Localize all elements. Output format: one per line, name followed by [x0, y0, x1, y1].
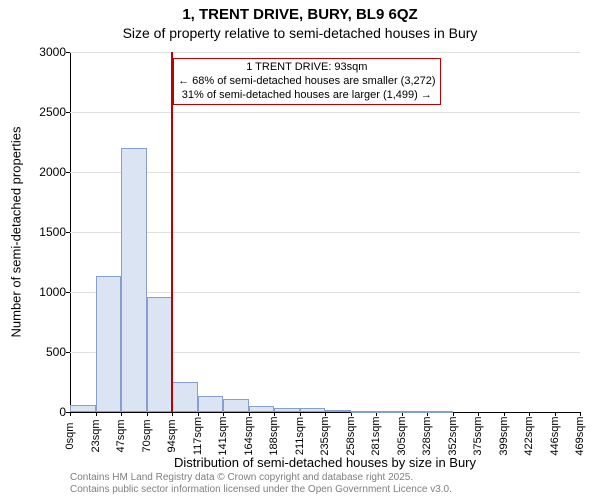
- histogram-bar: [172, 382, 198, 412]
- y-tick-mark: [66, 112, 70, 113]
- x-tick-mark: [504, 412, 505, 416]
- histogram-bar: [70, 405, 96, 412]
- histogram-bar: [121, 148, 147, 412]
- x-tick-mark: [198, 412, 199, 416]
- chart-title: 1, TRENT DRIVE, BURY, BL9 6QZ: [0, 0, 600, 23]
- x-tick-mark: [223, 412, 224, 416]
- marker-line: [171, 52, 173, 412]
- histogram-bar: [249, 406, 275, 412]
- x-tick-mark: [453, 412, 454, 416]
- x-tick-label: 422sqm: [523, 416, 535, 455]
- x-tick-mark: [529, 412, 530, 416]
- x-tick-label: 141sqm: [217, 416, 229, 455]
- histogram-bar: [402, 411, 428, 413]
- y-tick-label: 2500: [36, 105, 66, 119]
- x-tick-label: 0sqm: [64, 423, 76, 450]
- footer-attribution: Contains HM Land Registry data © Crown c…: [70, 472, 452, 496]
- x-tick-mark: [70, 412, 71, 416]
- x-tick-mark: [121, 412, 122, 416]
- x-tick-label: 446sqm: [549, 416, 561, 455]
- x-tick-mark: [300, 412, 301, 416]
- x-tick-label: 47sqm: [115, 419, 127, 452]
- y-tick-mark: [66, 52, 70, 53]
- footer-line-2: Contains public sector information licen…: [70, 484, 452, 496]
- x-tick-label: 281sqm: [370, 416, 382, 455]
- x-tick-mark: [555, 412, 556, 416]
- annotation-line: 31% of semi-detached houses are larger (…: [178, 89, 435, 103]
- annotation-line: 1 TRENT DRIVE: 93sqm: [178, 61, 435, 75]
- x-tick-mark: [172, 412, 173, 416]
- x-tick-label: 164sqm: [243, 416, 255, 455]
- x-tick-label: 70sqm: [141, 419, 153, 452]
- x-tick-mark: [478, 412, 479, 416]
- y-tick-mark: [66, 292, 70, 293]
- y-tick-label: 2000: [36, 165, 66, 179]
- y-tick-mark: [66, 232, 70, 233]
- x-tick-label: 305sqm: [396, 416, 408, 455]
- histogram-bar: [147, 297, 173, 412]
- y-tick-label: 1000: [36, 285, 66, 299]
- chart-area: Number of semi-detached properties 05001…: [70, 52, 580, 412]
- y-axis-label: Number of semi-detached properties: [9, 127, 24, 338]
- x-tick-mark: [147, 412, 148, 416]
- histogram-bar: [300, 408, 326, 412]
- x-tick-label: 469sqm: [574, 416, 586, 455]
- x-tick-label: 375sqm: [472, 416, 484, 455]
- y-tick-label: 500: [36, 345, 66, 359]
- x-tick-label: 399sqm: [498, 416, 510, 455]
- annotation-line: ← 68% of semi-detached houses are smalle…: [178, 75, 435, 89]
- histogram-bar: [325, 410, 351, 412]
- histogram-bar: [274, 408, 300, 412]
- histogram-bar: [96, 276, 122, 412]
- histogram-bar: [376, 411, 402, 413]
- histogram-bar: [223, 399, 249, 412]
- chart-subtitle: Size of property relative to semi-detach…: [0, 25, 600, 41]
- annotation-box: 1 TRENT DRIVE: 93sqm← 68% of semi-detach…: [173, 58, 440, 105]
- y-tick-mark: [66, 172, 70, 173]
- histogram-bar: [427, 411, 453, 413]
- x-tick-label: 258sqm: [345, 416, 357, 455]
- histogram-bar: [198, 396, 224, 412]
- y-tick-label: 3000: [36, 45, 66, 59]
- y-tick-mark: [66, 352, 70, 353]
- x-tick-mark: [96, 412, 97, 416]
- x-tick-label: 328sqm: [421, 416, 433, 455]
- x-tick-mark: [580, 412, 581, 416]
- y-tick-label: 1500: [36, 225, 66, 239]
- x-tick-label: 235sqm: [319, 416, 331, 455]
- x-tick-mark: [274, 412, 275, 416]
- x-tick-label: 94sqm: [166, 419, 178, 452]
- x-tick-label: 352sqm: [447, 416, 459, 455]
- footer-line-1: Contains HM Land Registry data © Crown c…: [70, 472, 452, 484]
- x-tick-label: 117sqm: [192, 417, 204, 455]
- x-tick-mark: [325, 412, 326, 416]
- grid-line: [70, 172, 580, 173]
- x-tick-mark: [249, 412, 250, 416]
- grid-line: [70, 292, 580, 293]
- x-tick-label: 188sqm: [268, 416, 280, 455]
- grid-line: [70, 52, 580, 53]
- grid-line: [70, 112, 580, 113]
- x-tick-label: 211sqm: [294, 417, 306, 455]
- plot-region: 0500100015002000250030000sqm23sqm47sqm70…: [70, 52, 580, 412]
- x-axis-label: Distribution of semi-detached houses by …: [174, 455, 476, 470]
- histogram-bar: [351, 411, 377, 413]
- x-tick-label: 23sqm: [90, 419, 102, 452]
- y-tick-label: 0: [36, 405, 66, 419]
- grid-line: [70, 232, 580, 233]
